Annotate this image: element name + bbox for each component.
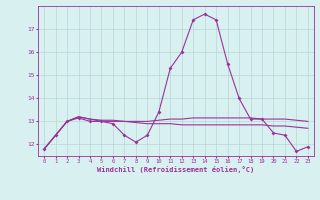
X-axis label: Windchill (Refroidissement éolien,°C): Windchill (Refroidissement éolien,°C) bbox=[97, 166, 255, 173]
